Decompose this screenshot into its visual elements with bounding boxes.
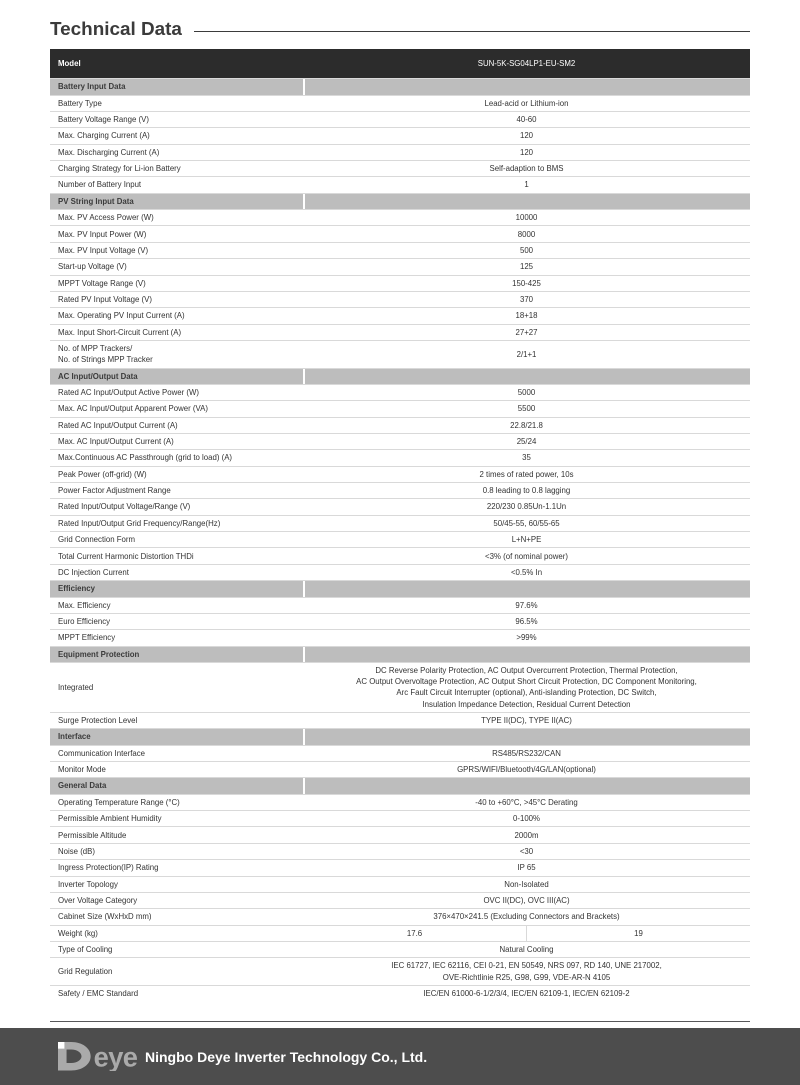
svg-text:eye: eye (94, 1042, 138, 1071)
